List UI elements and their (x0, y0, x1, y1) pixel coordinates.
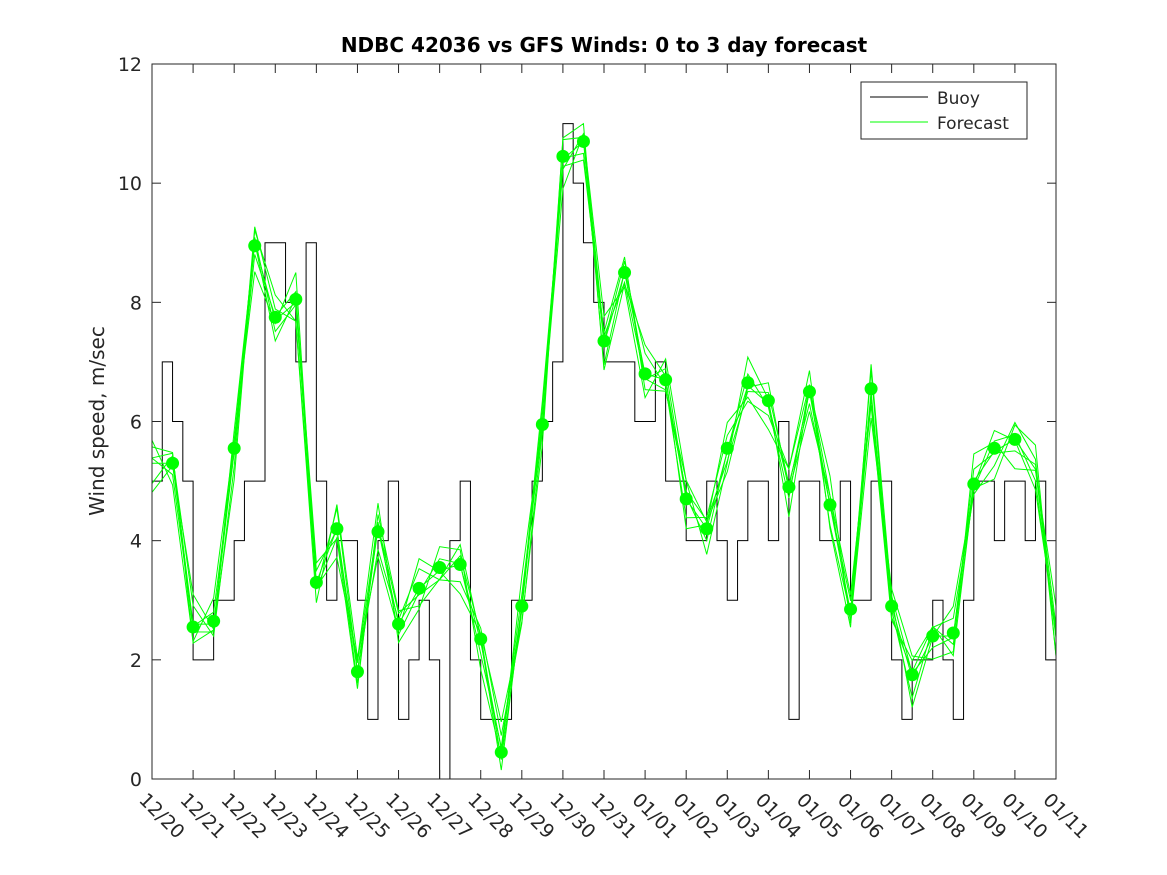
legend-forecast-label: Forecast (937, 114, 1009, 134)
forecast-marker (720, 441, 734, 455)
forecast-line (151, 122, 1057, 723)
forecast-marker (761, 394, 775, 408)
forecast-marker (638, 367, 652, 381)
y-tick-label: 0 (130, 769, 142, 791)
forecast-marker (350, 665, 364, 679)
forecast-marker (987, 441, 1001, 455)
forecast-marker (166, 456, 180, 470)
forecast-marker (885, 599, 899, 613)
forecast-marker (371, 525, 385, 539)
chart-title: NDBC 42036 vs GFS Winds: 0 to 3 day fore… (341, 33, 868, 57)
legend-buoy-label: Buoy (937, 89, 980, 109)
y-tick-label: 10 (118, 173, 142, 195)
y-tick-label: 4 (130, 531, 142, 553)
forecast-marker (700, 522, 714, 536)
forecast-marker (741, 376, 755, 390)
forecast-marker (844, 602, 858, 616)
forecast-marker (864, 382, 878, 396)
forecast-marker (905, 668, 919, 682)
legend: Buoy Forecast (860, 81, 1028, 140)
forecast-marker (412, 581, 426, 595)
forecast-marker (967, 477, 981, 491)
y-axis-label: Wind speed, m/sec (85, 326, 109, 516)
forecast-marker (535, 417, 549, 431)
plot-area (152, 64, 1056, 779)
forecast-marker (515, 599, 529, 613)
forecast-marker (556, 149, 570, 163)
forecast-marker (330, 522, 344, 536)
legend-box (860, 81, 1028, 140)
forecast-marker (802, 385, 816, 399)
forecast-marker (268, 310, 282, 324)
forecast-marker (597, 334, 611, 348)
forecast-marker (618, 266, 632, 280)
forecast-marker (474, 632, 488, 646)
y-tick-label: 8 (130, 292, 142, 314)
forecast-marker (659, 373, 673, 387)
forecast-marker (227, 441, 241, 455)
y-tick-label: 6 (130, 412, 142, 434)
forecast-marker (823, 498, 837, 512)
forecast-marker (186, 620, 200, 634)
forecast-marker (453, 558, 467, 571)
forecast-marker (926, 629, 940, 643)
forecast-marker (679, 492, 693, 506)
forecast-marker (782, 480, 796, 494)
forecast-marker (248, 239, 262, 253)
forecast-marker (392, 617, 406, 631)
y-axis: 0 2 4 6 8 10 12 (118, 54, 1056, 791)
forecast-marker (1008, 432, 1022, 446)
y-tick-label: 12 (118, 54, 142, 76)
forecast-markers (166, 134, 1022, 759)
y-tick-label: 2 (130, 650, 142, 672)
forecast-marker (309, 575, 323, 589)
forecast-line (151, 133, 1057, 757)
forecast-marker (494, 745, 508, 759)
forecast-marker (946, 626, 960, 640)
forecast-marker (576, 134, 590, 148)
forecast-marker (433, 560, 447, 574)
forecast-marker (289, 292, 303, 306)
forecast-marker (207, 614, 221, 628)
